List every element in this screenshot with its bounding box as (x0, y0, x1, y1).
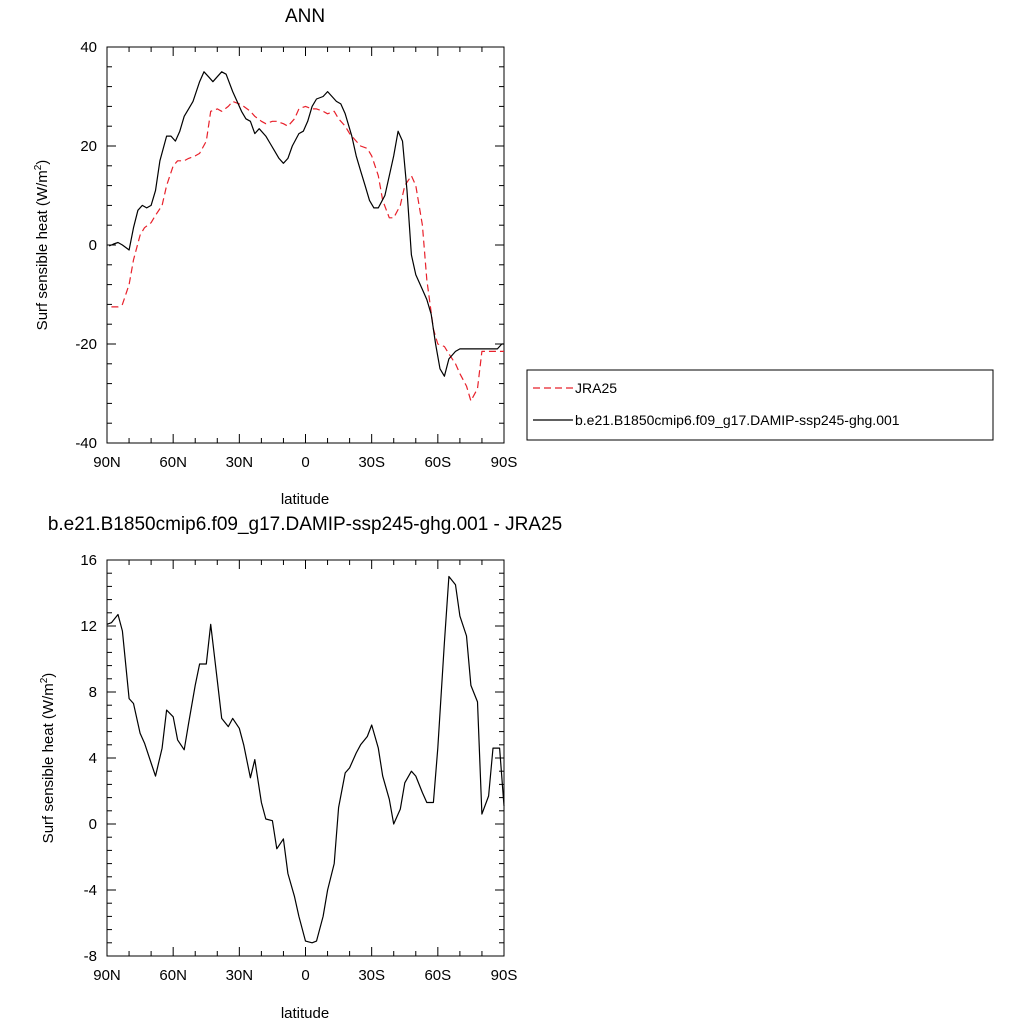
panel-2-plot-frame (106, 559, 505, 957)
x-tick-label: 60N (159, 967, 187, 984)
panel-1: ANN -40 -20 0 20 40 90N 60N 30N 0 30S 60S 90S Surf… (33, 6, 994, 508)
x-tick-label: 90S (491, 967, 518, 984)
panel-1-x-axis-label: latitude (281, 491, 329, 508)
x-tick-label: 90N (93, 967, 121, 984)
x-tick-label: 60S (424, 454, 451, 471)
series-line-1 (106, 575, 505, 944)
series-line-2 (108, 71, 504, 377)
panel-1-x-tick-labels: 90N 60N 30N 0 30S 60S 90S (93, 454, 517, 471)
panel-1-ticks (106, 46, 505, 444)
y-tick-label: 8 (89, 684, 97, 701)
panel-2-y-axis-label: Surf sensible heat (W/m2) (39, 673, 57, 844)
panel-2-x-axis-label: latitude (281, 1005, 329, 1022)
panel-1-title: ANN (285, 6, 325, 27)
panel-1-y-tick-labels: -40 -20 0 20 40 (75, 39, 97, 452)
panel-2-title: b.e21.B1850cmip6.f09_g17.DAMIP-ssp245-gh… (48, 514, 562, 535)
x-tick-label: 30S (358, 454, 385, 471)
y-tick-label: -20 (75, 336, 97, 353)
x-tick-label: 60N (159, 454, 187, 471)
x-tick-label: 90N (93, 454, 121, 471)
y-tick-label: 4 (89, 750, 97, 767)
x-tick-label: 30N (226, 967, 254, 984)
panel-2-x-tick-labels: 90N 60N 30N 0 30S 60S 90S (93, 967, 517, 984)
x-tick-label: 30S (358, 967, 385, 984)
panel-1-series (108, 71, 504, 402)
panel-2-y-tick-labels: -8 -4 0 4 8 12 16 (80, 552, 97, 965)
legend-box (526, 369, 994, 441)
panel-1-legend: JRA25 b.e21.B1850cmip6.f09_g17.DAMIP-ssp… (526, 369, 994, 441)
y-tick-label: 0 (89, 816, 97, 833)
y-tick-label: 12 (80, 618, 97, 635)
panel-2-series (106, 575, 505, 944)
legend-label-model: b.e21.B1850cmip6.f09_g17.DAMIP-ssp245-gh… (575, 412, 900, 428)
y-tick-label: -8 (84, 948, 97, 965)
y-tick-label: 20 (80, 138, 97, 155)
y-tick-label: -40 (75, 435, 97, 452)
series-line-1 (111, 100, 504, 402)
x-tick-label: 90S (491, 454, 518, 471)
panel-2-ticks (106, 559, 505, 957)
y-tick-label: 16 (80, 552, 97, 569)
panel-1-y-axis-label: Surf sensible heat (W/m2) (33, 160, 51, 331)
y-tick-label: 0 (89, 237, 97, 254)
x-tick-label: 0 (301, 454, 309, 471)
y-tick-label: -4 (84, 882, 97, 899)
x-tick-label: 30N (226, 454, 254, 471)
x-tick-label: 60S (424, 967, 451, 984)
y-tick-label: 40 (80, 39, 97, 56)
legend-label-jra25: JRA25 (575, 380, 617, 396)
x-tick-label: 0 (301, 967, 309, 984)
panel-2: b.e21.B1850cmip6.f09_g17.DAMIP-ssp245-gh… (39, 514, 562, 1022)
